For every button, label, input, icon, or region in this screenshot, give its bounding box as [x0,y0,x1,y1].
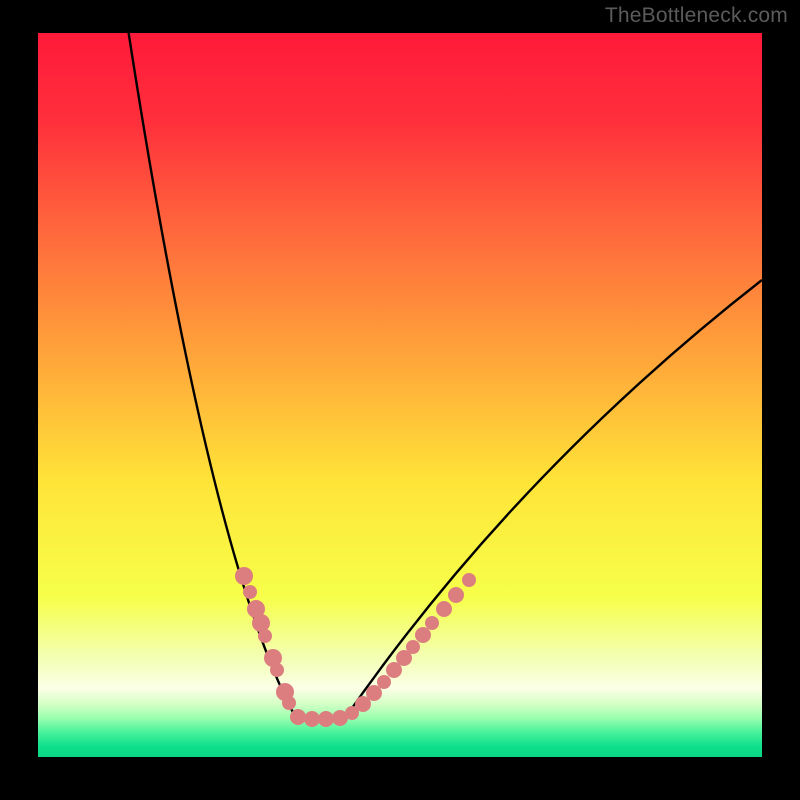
marker-right [448,587,464,603]
marker-left [282,696,296,710]
marker-valley [304,711,320,727]
marker-left [252,614,270,632]
marker-right [415,627,431,643]
marker-left [270,663,284,677]
marker-valley [318,711,334,727]
marker-left [243,585,257,599]
marker-right [462,573,476,587]
marker-left [258,629,272,643]
marker-right [436,601,452,617]
marker-right [406,640,420,654]
chart-container: TheBottleneck.com [0,0,800,800]
marker-right [425,616,439,630]
marker-right [377,675,391,689]
marker-valley [290,709,306,725]
marker-left [235,567,253,585]
bottleneck-chart [0,0,800,800]
watermark-text: TheBottleneck.com [605,4,788,28]
